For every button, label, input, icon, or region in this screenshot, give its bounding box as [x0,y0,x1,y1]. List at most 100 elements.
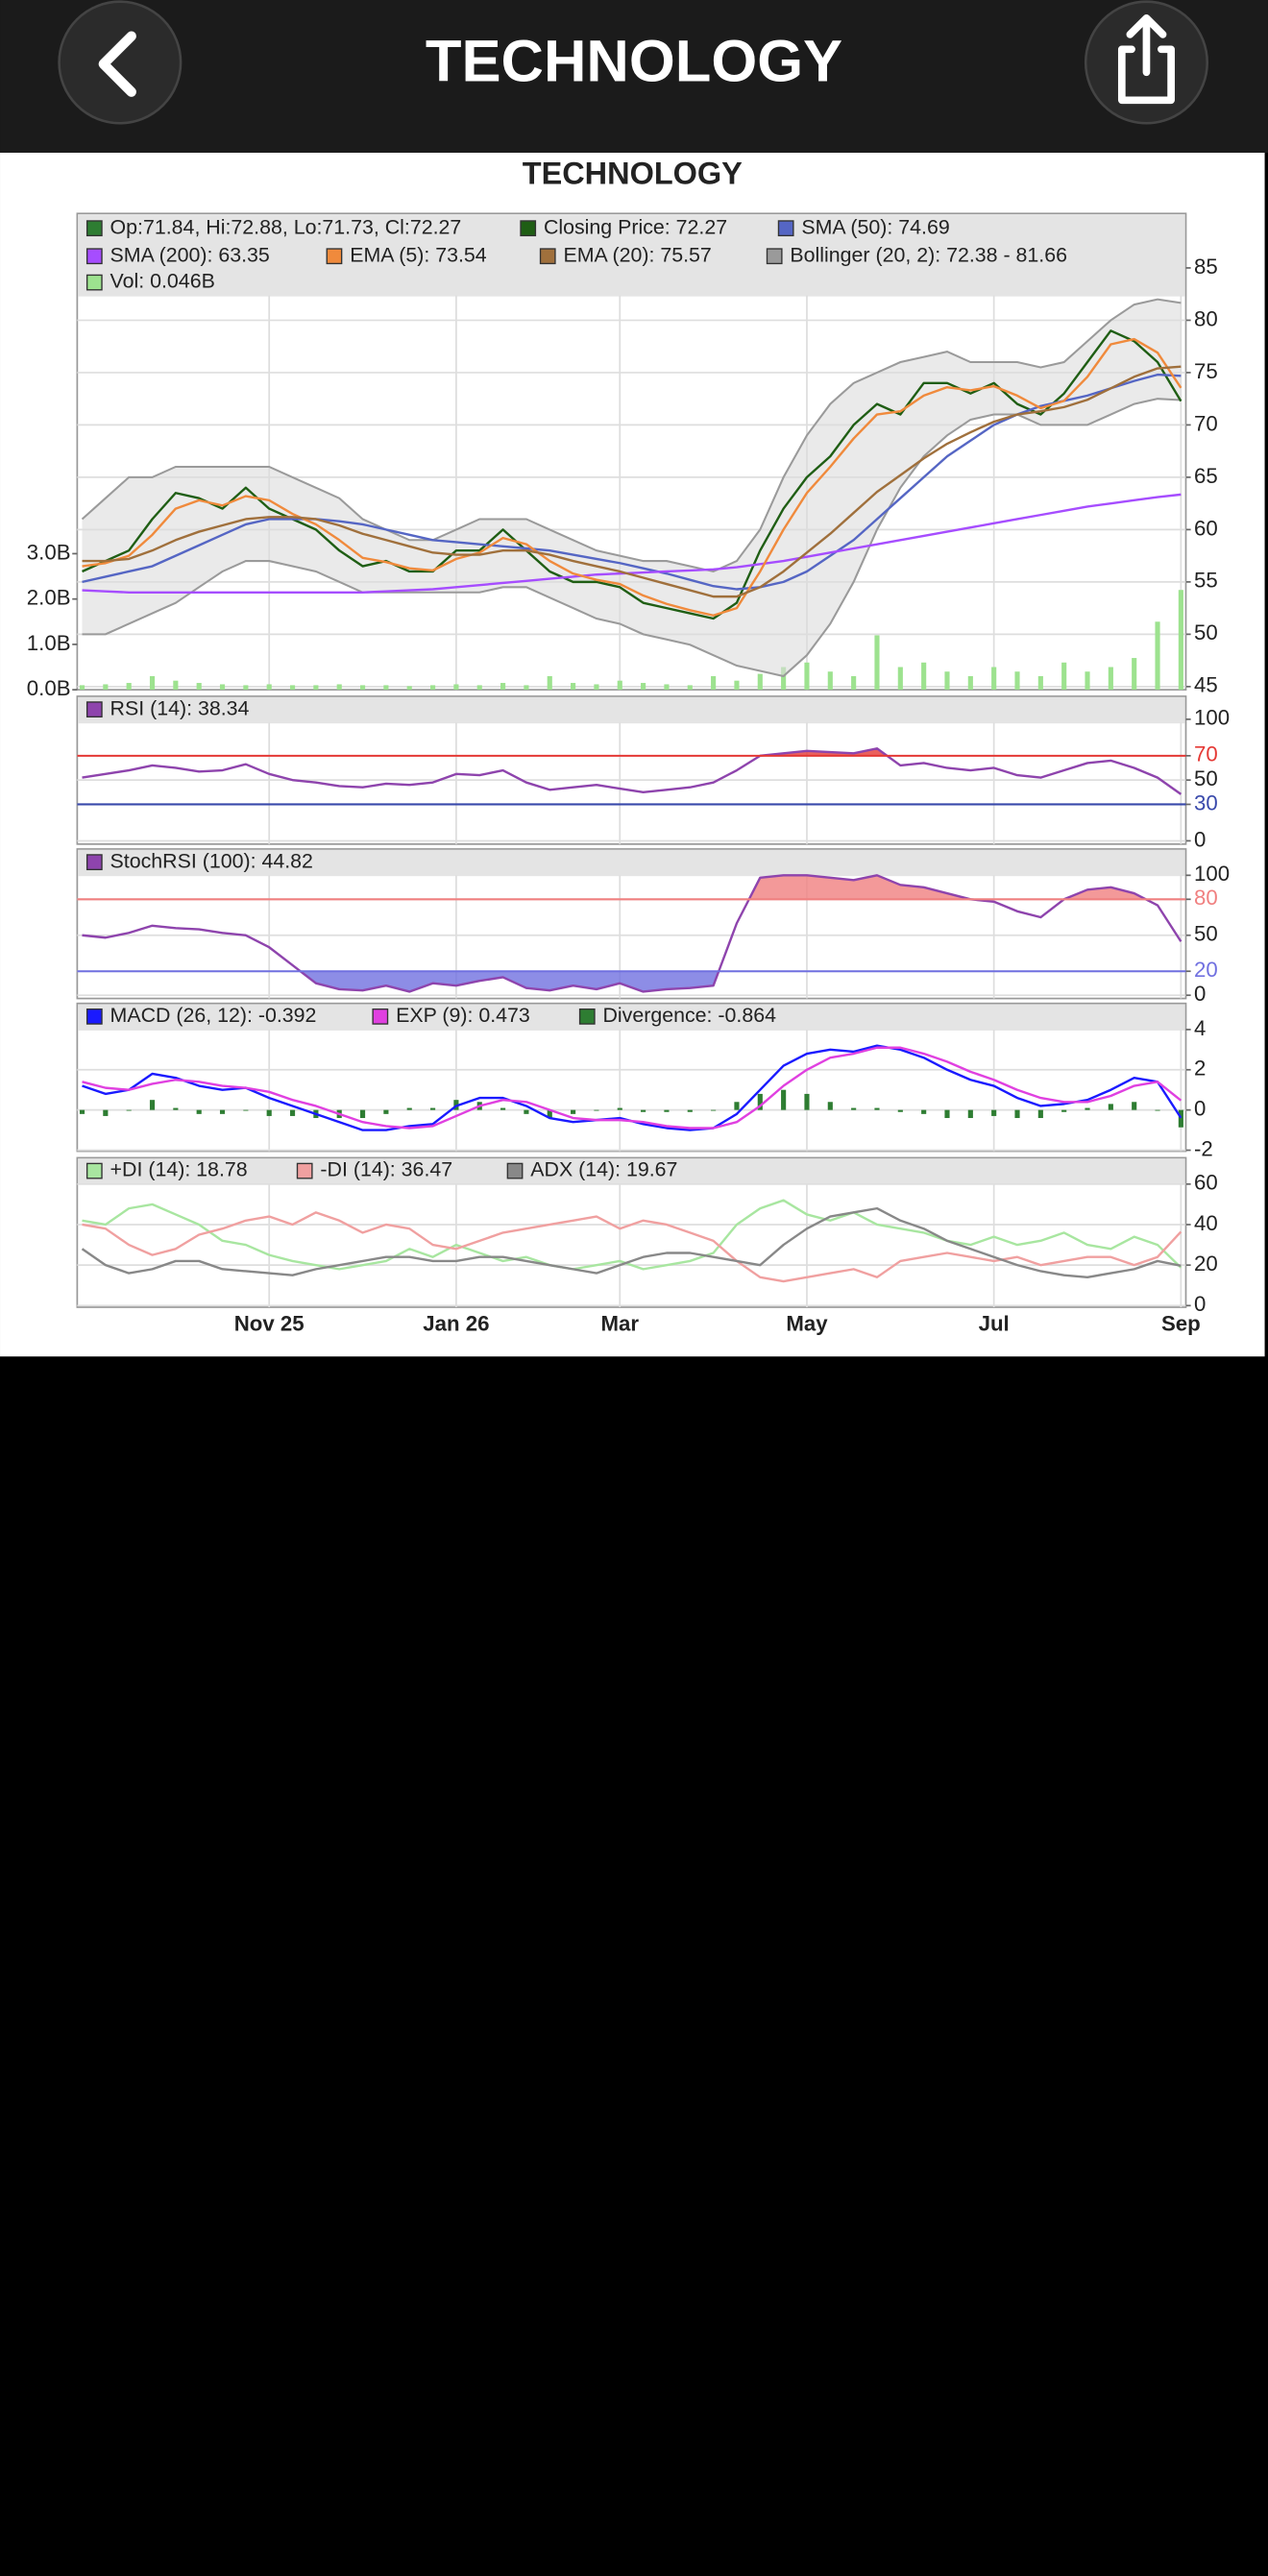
bar [571,1109,576,1114]
bar [1085,1107,1090,1110]
legend-band [78,696,1185,724]
bar [921,662,927,691]
y-tick-label: 0 [1194,827,1206,851]
bar [1061,662,1067,691]
x-tick-label: Jan 26 [423,1312,489,1336]
bar [524,1109,529,1114]
y-tick-label: 80 [1194,886,1218,910]
bar [594,684,599,691]
y-tick-label: 85 [1194,255,1218,279]
bar [827,671,833,691]
bar [991,1109,997,1116]
bar [173,680,179,691]
bar [991,667,997,691]
bar [827,1102,833,1110]
bar [1132,658,1137,691]
y2-tick-label: 2.0B [27,586,71,610]
bar [757,673,763,691]
bar [944,1109,950,1119]
bar [219,684,226,691]
bar [126,683,132,691]
bar [1061,1109,1067,1112]
legend-label: RSI (14): 38.34 [110,696,250,719]
legend-band [78,849,1185,877]
legend-band [78,1158,1185,1185]
y-tick-label: 100 [1194,706,1230,730]
bar [1108,667,1113,691]
bar [1014,1109,1020,1119]
bar [243,685,249,691]
legend-label: EMA (5): 73.54 [350,243,487,266]
bar [500,1107,506,1110]
bar [313,685,319,691]
bar [641,683,646,691]
y-tick-label: 65 [1194,464,1218,488]
bar [734,680,740,691]
bar [711,675,717,691]
x-tick-label: Sep [1161,1312,1201,1336]
bar [1108,1104,1113,1110]
threshold-shade [748,875,1146,900]
x-tick-label: Jul [979,1312,1010,1336]
share-button[interactable] [1084,0,1209,125]
y-tick-label: 4 [1194,1016,1206,1040]
legend-swatch [296,1162,313,1179]
bar [547,675,552,691]
bar [1037,1109,1043,1119]
band-fill [82,299,1182,676]
legend-swatch [372,1008,389,1025]
legend-swatch [85,854,103,871]
bar [1178,590,1183,691]
back-button[interactable] [58,0,183,125]
legend-label: Op:71.84, Hi:72.88, Lo:71.73, Cl:72.27 [110,215,462,238]
bar [430,1107,436,1110]
y-tick-label: 0 [1194,1097,1206,1121]
y-tick-label: 50 [1194,620,1218,644]
bar [406,686,412,691]
legend-label: EXP (9): 0.473 [396,1004,530,1027]
bar [359,1109,366,1119]
y-tick-label: 60 [1194,516,1218,540]
bar [1155,1109,1160,1111]
bar [641,1109,646,1112]
legend-swatch [85,1162,103,1179]
legend-label: Vol: 0.046B [110,270,215,293]
legend-swatch [85,274,103,291]
y-tick-label: 70 [1194,742,1218,766]
legend-band [78,214,1185,297]
bar [359,685,366,691]
bar [711,1109,717,1111]
series-line [82,874,1183,993]
legend-swatch [85,701,103,718]
bar [453,684,459,691]
y2-tick-label: 0.0B [27,676,71,700]
y-tick-label: 45 [1194,673,1218,697]
legend-label: StochRSI (100): 44.82 [110,849,313,872]
y-tick-label: 0 [1194,1292,1206,1316]
series-line [82,1046,1183,1130]
bar [266,684,272,691]
y-tick-label: 100 [1194,862,1230,886]
bar [687,685,693,691]
y2-tick-label: 3.0B [27,540,71,564]
bar [781,1089,787,1110]
bar [126,1109,132,1111]
bar [897,1109,903,1112]
bar [196,683,202,691]
bar [734,1102,740,1110]
bar [851,1107,857,1110]
bar [547,1109,552,1119]
top-bar [0,0,1268,154]
bar [897,667,903,691]
legend-label: Closing Price: 72.27 [544,215,727,238]
bar [336,684,342,691]
bar [430,685,436,691]
legend-swatch [520,220,537,237]
bar [524,685,529,691]
bar [874,635,880,691]
bar [243,1109,249,1111]
bar [804,1093,810,1110]
bar [103,1109,109,1116]
